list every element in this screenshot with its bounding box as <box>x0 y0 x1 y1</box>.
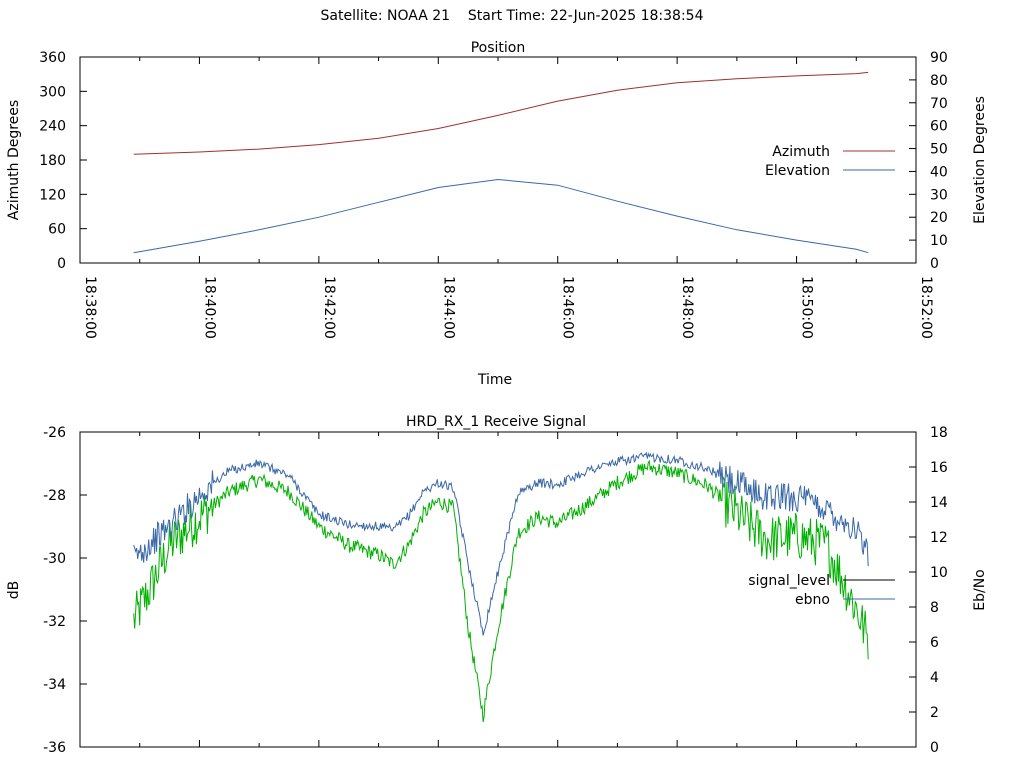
y2-tick-label: 80 <box>930 73 948 89</box>
x-tick-label: 18:52:00 <box>918 276 934 339</box>
position-y2-axis-label: Elevation Degrees <box>972 96 988 224</box>
x-tick-label: 18:46:00 <box>560 276 576 339</box>
legend-label-azimuth: Azimuth <box>772 144 830 160</box>
y2-tick-label: 10 <box>930 565 948 581</box>
x-tick-label: 18:38:00 <box>82 276 98 339</box>
position-plot-frame <box>79 56 917 264</box>
y2-tick-label: 16 <box>930 460 948 476</box>
y-tick-label: 60 <box>48 222 66 238</box>
y-tick-label: -32 <box>43 614 66 630</box>
y-tick-label: -28 <box>43 488 66 504</box>
y2-tick-label: 8 <box>930 600 939 616</box>
y-tick-label: 120 <box>39 187 66 203</box>
y2-tick-label: 10 <box>930 233 948 249</box>
position-x-axis-label: Time <box>477 372 512 388</box>
position-y-axis-label: Azimuth Degrees <box>6 100 22 220</box>
x-tick-label: 18:50:00 <box>799 276 815 339</box>
y-tick-label: 300 <box>39 84 66 100</box>
legend-label-signal-level: signal_level <box>748 573 830 589</box>
signal-series <box>133 451 869 723</box>
series-line-signal-level <box>133 459 869 723</box>
y-tick-label: 180 <box>39 153 66 169</box>
satellite-label: Satellite: NOAA 21 <box>320 8 451 24</box>
y-tick-label: 240 <box>39 119 66 135</box>
x-tick-label: 18:40:00 <box>201 276 217 339</box>
y2-tick-label: 20 <box>930 210 948 226</box>
position-chart: Position Time Azimuth Degrees Elevation … <box>6 40 988 388</box>
position-legend: Azimuth Elevation <box>765 144 895 179</box>
y2-tick-label: 30 <box>930 187 948 203</box>
y-tick-label: 360 <box>39 50 66 66</box>
y-tick-label: -34 <box>43 677 66 693</box>
figure-title: Satellite: NOAA 21 Start Time: 22-Jun-20… <box>0 8 1024 24</box>
signal-ticks: -36 -34 -32 -30 -28 -26 0 2 4 6 8 10 12 14 16 18 <box>43 425 948 756</box>
y-tick-label: 0 <box>57 256 66 272</box>
x-tick-label: 18:42:00 <box>321 276 337 339</box>
x-tick-label: 18:44:00 <box>440 276 456 339</box>
signal-chart-title: HRD_RX_1 Receive Signal <box>406 414 586 430</box>
y2-tick-label: 60 <box>930 119 948 135</box>
signal-y2-axis-label: Eb/No <box>972 569 988 611</box>
series-line-azimuth <box>133 71 869 155</box>
y2-tick-label: 2 <box>930 705 939 721</box>
y2-tick-label: 14 <box>930 495 948 511</box>
y2-tick-label: 4 <box>930 670 939 686</box>
x-tick-label: 18:48:00 <box>679 276 695 339</box>
y2-tick-label: 18 <box>930 425 948 441</box>
y-tick-label: -36 <box>43 740 66 756</box>
y2-tick-label: 50 <box>930 142 948 158</box>
series-line-ebno <box>133 451 869 636</box>
y2-tick-label: 40 <box>930 164 948 180</box>
y2-tick-label: 90 <box>930 50 948 66</box>
signal-plot-frame <box>79 431 917 748</box>
series-line-elevation <box>133 178 869 254</box>
legend-label-ebno: ebno <box>795 592 830 608</box>
position-series <box>133 71 869 254</box>
y2-tick-label: 0 <box>930 740 939 756</box>
signal-y-axis-label: dB <box>6 581 22 600</box>
y-tick-label: -26 <box>43 425 66 441</box>
start-time-label: Start Time: 22-Jun-2025 18:38:54 <box>467 8 704 24</box>
y-tick-label: -30 <box>43 551 66 567</box>
y2-tick-label: 0 <box>930 256 939 272</box>
y2-tick-label: 12 <box>930 530 948 546</box>
y2-tick-label: 6 <box>930 635 939 651</box>
legend-label-elevation: Elevation <box>765 163 830 179</box>
position-ticks: 0 60 120 180 240 300 360 0 10 20 30 40 50 60 70 80 90 18:… <box>39 50 948 339</box>
signal-chart: HRD_RX_1 Receive Signal dB Eb/No -36-34-… <box>6 414 988 756</box>
signal-legend: signal_level ebno <box>748 573 895 608</box>
y2-tick-label: 70 <box>930 96 948 112</box>
position-chart-title: Position <box>471 40 526 56</box>
